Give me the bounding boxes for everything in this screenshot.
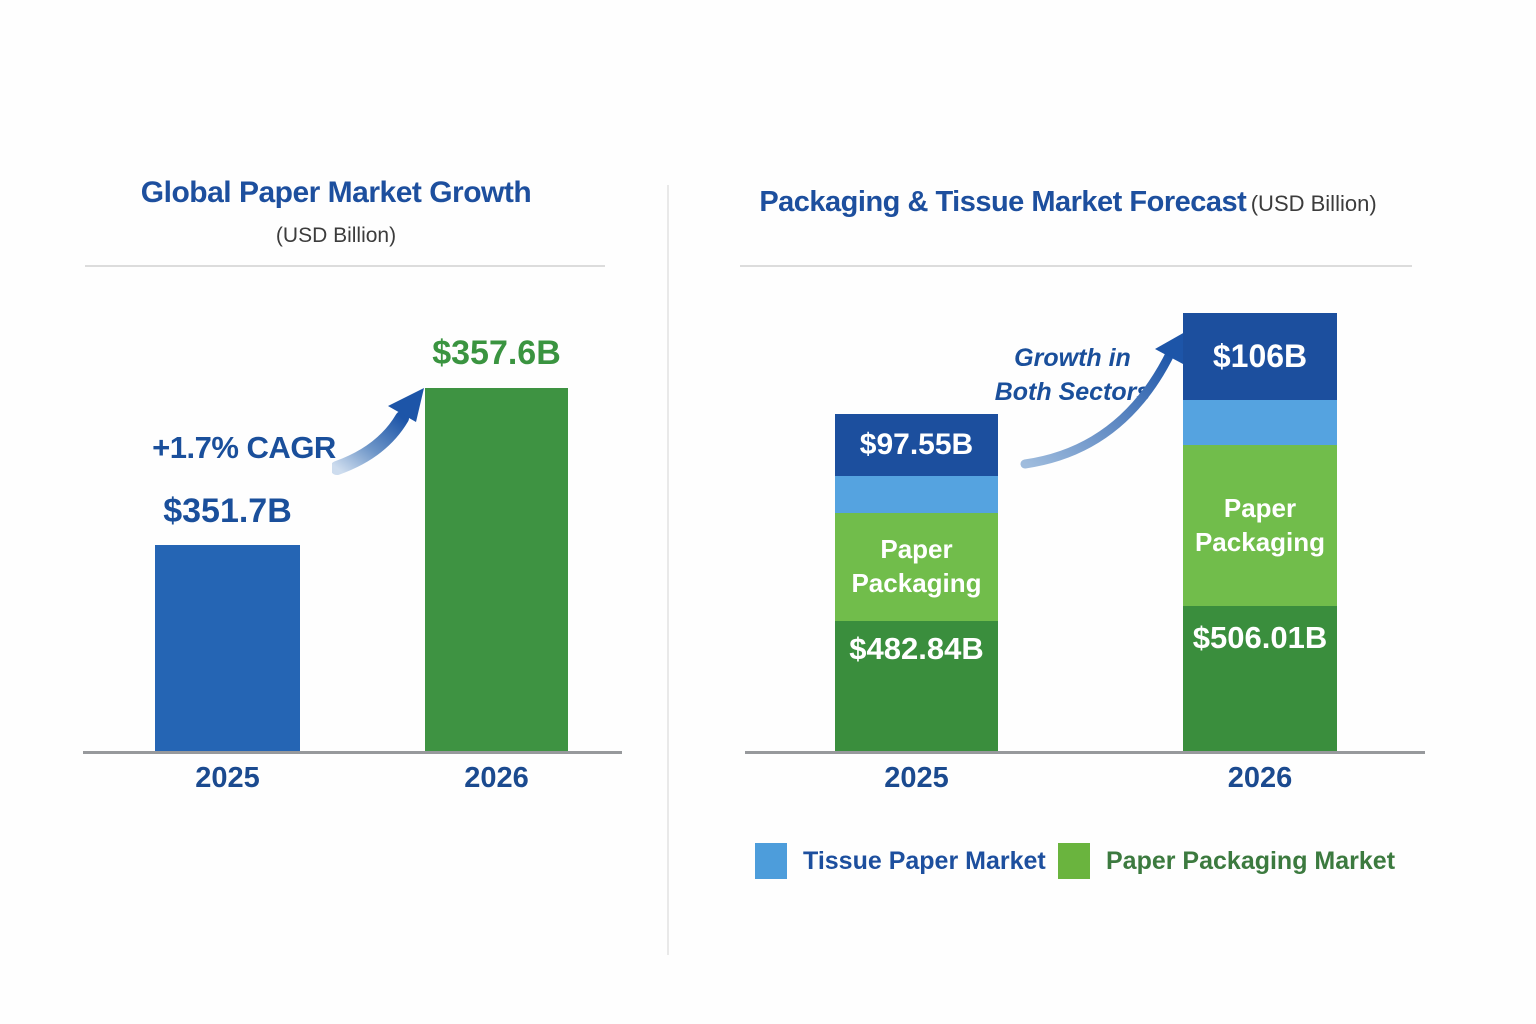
right-chart-subtitle: (USD Billion): [1251, 191, 1377, 216]
left-axis-label-2026: 2026: [464, 762, 529, 794]
cagr-annotation: +1.7% CAGR: [152, 430, 336, 465]
left-chart-subtitle: (USD Billion): [275, 224, 397, 247]
left-x-axis: [83, 751, 622, 754]
right-axis-label-2026: 2026: [1227, 762, 1293, 794]
segment-packaging-name-2026: Paper Packaging: [1183, 445, 1337, 606]
panel-divider: [667, 185, 669, 955]
left-title-divider: [85, 265, 605, 267]
growth-arrow-icon-right: [1020, 332, 1185, 469]
left-axis-label-2025: 2025: [195, 762, 260, 794]
right-chart-subtitle-text: (USD Billion): [1250, 191, 1377, 216]
bar-2025-total-market: [155, 545, 300, 752]
legend-label-tissue: Tissue Paper Market: [803, 847, 1046, 875]
packaging-name-line1: Paper: [1223, 492, 1297, 523]
growth-annotation: Growth in Both Sectors: [985, 342, 1160, 410]
segment-packaging-value-2025: $482.84B: [835, 621, 998, 752]
legend-swatch-tissue: [755, 843, 787, 879]
bar-value-label-2025: $351.7B: [163, 492, 292, 530]
segment-packaging-value-2026: $506.01B: [1183, 606, 1337, 752]
segment-tissue-value-2025: $97.55B: [835, 414, 998, 476]
stacked-bar-2025: $97.55B Paper Packaging $482.84B: [835, 414, 998, 752]
segment-tissue-value-2026: $106B: [1183, 313, 1337, 400]
right-chart-title: Packaging & Tissue Market Forecast: [759, 186, 1247, 218]
segment-tissue-2025: [835, 476, 998, 513]
right-x-axis: [745, 751, 1425, 754]
right-axis-label-2025: 2025: [884, 762, 949, 794]
segment-tissue-2026: [1183, 400, 1337, 445]
bar-2026-total-market: [425, 388, 568, 752]
segment-packaging-name-2025: Paper Packaging: [835, 513, 998, 621]
right-title-divider: [740, 265, 1412, 267]
right-chart-title-row: Packaging & Tissue Market Forecast (USD …: [700, 186, 1436, 219]
growth-annotation-line2: Both Sectors: [994, 377, 1151, 406]
packaging-name-line2: Packaging: [851, 568, 982, 598]
packaging-name-line1: Paper: [880, 534, 953, 565]
left-chart-title: Global Paper Market Growth: [140, 176, 532, 209]
growth-annotation-line1: Growth in: [1014, 344, 1131, 372]
legend-swatch-packaging: [1058, 843, 1090, 879]
bar-value-label-2026: $357.6B: [432, 334, 561, 372]
packaging-name-line2: Packaging: [1194, 526, 1326, 557]
growth-arrow-icon: [332, 388, 424, 475]
stacked-bar-2026: $106B Paper Packaging $506.01B: [1183, 313, 1337, 752]
legend-label-packaging: Paper Packaging Market: [1106, 847, 1396, 875]
